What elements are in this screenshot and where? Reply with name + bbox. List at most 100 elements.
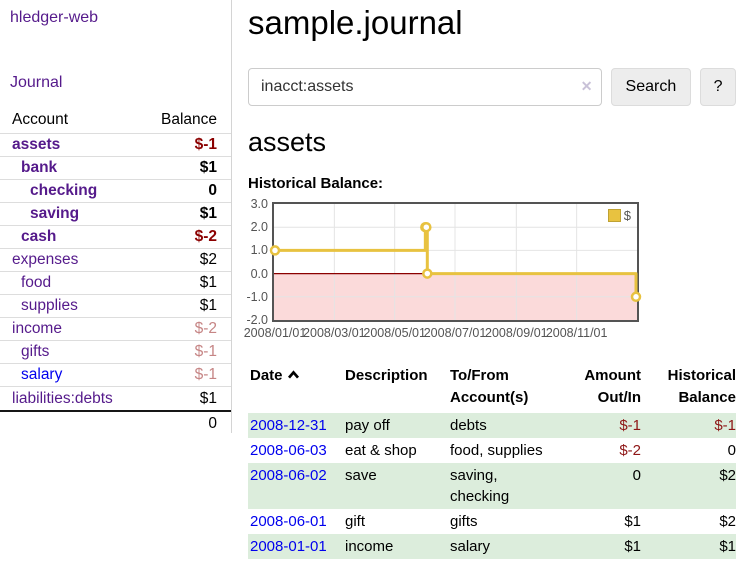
account-balance: $1	[199, 389, 217, 407]
nav-journal-link[interactable]: Journal	[10, 74, 63, 91]
register-cell-date: 2008-06-03	[248, 438, 345, 463]
account-row: cash $-2	[0, 226, 231, 249]
account-row: assets $-1	[0, 134, 231, 157]
register-cell-date: 2008-06-01	[248, 509, 345, 534]
x-axis-tick-label: 2008/07/01	[423, 326, 487, 340]
register-row: 2008-01-01 income salary $1 $1	[248, 534, 736, 559]
account-link[interactable]: food	[21, 274, 52, 291]
register-cell-balance: $-1	[714, 417, 736, 434]
brand-link[interactable]: hledger-web	[10, 9, 99, 26]
main-content: sample.journal ✕ Search ? assets Histori…	[244, 0, 736, 559]
register-cell-description: eat & shop	[345, 442, 417, 459]
help-button[interactable]: ?	[700, 68, 736, 106]
register-cell-balance: $1	[719, 538, 736, 555]
register-cell-amount: $-1	[619, 417, 641, 434]
account-row: gifts $-1	[0, 341, 231, 364]
account-row: saving $1	[0, 203, 231, 226]
search-input[interactable]	[248, 68, 602, 106]
account-link[interactable]: gifts	[21, 343, 50, 360]
register-cell-amount: 0	[632, 467, 641, 484]
legend-swatch-icon	[607, 209, 621, 222]
accounts-table-header: Account Balance	[0, 110, 231, 134]
account-balance: $1	[199, 274, 217, 291]
account-row: liabilities:debts $1	[0, 387, 231, 410]
account-balance: $-1	[194, 136, 217, 153]
register-cell-description: gift	[345, 513, 366, 530]
sidebar: hledger-web Journal Account Balance asse…	[0, 0, 232, 433]
y-axis-tick-label: -2.0	[246, 313, 268, 327]
x-axis-tick-label: 2008/03/01	[303, 326, 366, 340]
accounts-table: Account Balance assets $-1 bank $1 checking 0…	[0, 110, 231, 437]
register-header-row: Date Description To/From Account(s) Amou…	[248, 363, 736, 413]
account-link[interactable]: saving	[30, 205, 80, 222]
account-balance: $1	[199, 205, 217, 222]
account-balance: $-2	[194, 320, 217, 337]
account-balance: $1	[199, 297, 217, 314]
transaction-date-link[interactable]: 2008-06-02	[250, 467, 327, 484]
column-header-date[interactable]: Date	[248, 363, 345, 413]
register-cell-accounts: saving, checking	[450, 467, 510, 505]
account-balance: 0	[208, 182, 217, 199]
register-cell-date: 2008-01-01	[248, 534, 345, 559]
accounts-total-row: 0	[0, 410, 231, 437]
account-link[interactable]: supplies	[21, 297, 78, 314]
account-link[interactable]: liabilities:debts	[12, 389, 113, 407]
transaction-date-link[interactable]: 2008-12-31	[250, 417, 327, 434]
y-axis-tick-label: 2.0	[250, 220, 268, 235]
register-cell-balance: $2	[719, 467, 736, 484]
account-link[interactable]: checking	[30, 182, 98, 199]
accounts-col-balance: Balance	[160, 111, 217, 128]
account-balance: $-1	[194, 366, 217, 383]
account-link[interactable]: cash	[21, 228, 57, 245]
historical-balance-chart: $ 3.0 2.0 1.0 0.0 -1.0 -2.0 2008/01/01 2008/03/…	[244, 197, 736, 344]
account-link[interactable]: salary	[21, 366, 63, 383]
legend-series-label: $	[623, 208, 631, 223]
chart-legend: $	[605, 208, 633, 223]
register-table: Date Description To/From Account(s) Amou…	[248, 363, 736, 559]
account-balance: $-2	[194, 228, 217, 245]
sort-asc-icon	[287, 370, 299, 379]
transaction-date-link[interactable]: 2008-06-03	[250, 442, 327, 459]
account-row: salary $-1	[0, 364, 231, 387]
register-cell-date: 2008-06-02	[248, 463, 345, 509]
register-cell-balance: 0	[727, 442, 736, 459]
y-axis-tick-label: 3.0	[250, 197, 268, 211]
account-balance: $2	[199, 251, 217, 268]
y-axis-tick-label: 1.0	[250, 243, 268, 258]
register-row: 2008-06-03 eat & shop food, supplies $-2 0	[248, 438, 736, 463]
account-heading: assets	[248, 127, 327, 157]
register-row: 2008-06-02 save saving, checking 0 $2	[248, 463, 736, 509]
y-axis-tick-label: -1.0	[246, 289, 268, 304]
register-row: 2008-06-01 gift gifts $1 $2	[248, 509, 736, 534]
register-row: 2008-12-31 pay off debts $-1 $-1	[248, 413, 736, 438]
register-cell-amount: $1	[624, 538, 641, 555]
register-cell-description: income	[345, 538, 394, 555]
account-row: checking 0	[0, 180, 231, 203]
column-header-accounts[interactable]: To/From Account(s)	[450, 367, 529, 406]
column-header-balance[interactable]: Historical Balance	[667, 367, 736, 406]
x-axis-tick-label: 2008/09/01	[485, 326, 548, 340]
y-axis-tick-label: 0.0	[250, 266, 268, 281]
register-cell-date: 2008-12-31	[248, 413, 345, 438]
column-header-description[interactable]: Description	[345, 367, 428, 384]
transaction-date-link[interactable]: 2008-01-01	[250, 538, 327, 555]
register-cell-accounts: salary	[450, 538, 491, 555]
search-button[interactable]: Search	[610, 68, 692, 106]
register-cell-accounts: gifts	[450, 513, 478, 530]
account-row: income $-2	[0, 318, 231, 341]
chart-plot-area: $	[269, 202, 642, 322]
column-header-amount[interactable]: Amount Out/In	[584, 367, 641, 406]
account-row: food $1	[0, 272, 231, 295]
account-link[interactable]: bank	[21, 159, 58, 176]
account-link[interactable]: income	[12, 320, 62, 337]
transaction-date-link[interactable]: 2008-06-01	[250, 513, 327, 530]
account-link[interactable]: expenses	[12, 251, 79, 268]
register-cell-balance: $2	[719, 513, 736, 530]
clear-search-icon[interactable]: ✕	[580, 78, 593, 94]
register-cell-amount: $-2	[619, 442, 641, 459]
account-row: expenses $2	[0, 249, 231, 272]
accounts-col-account: Account	[12, 111, 69, 128]
chart-section-heading: Historical Balance:	[248, 175, 384, 192]
register-cell-description: pay off	[345, 417, 390, 434]
account-link[interactable]: assets	[12, 136, 61, 153]
